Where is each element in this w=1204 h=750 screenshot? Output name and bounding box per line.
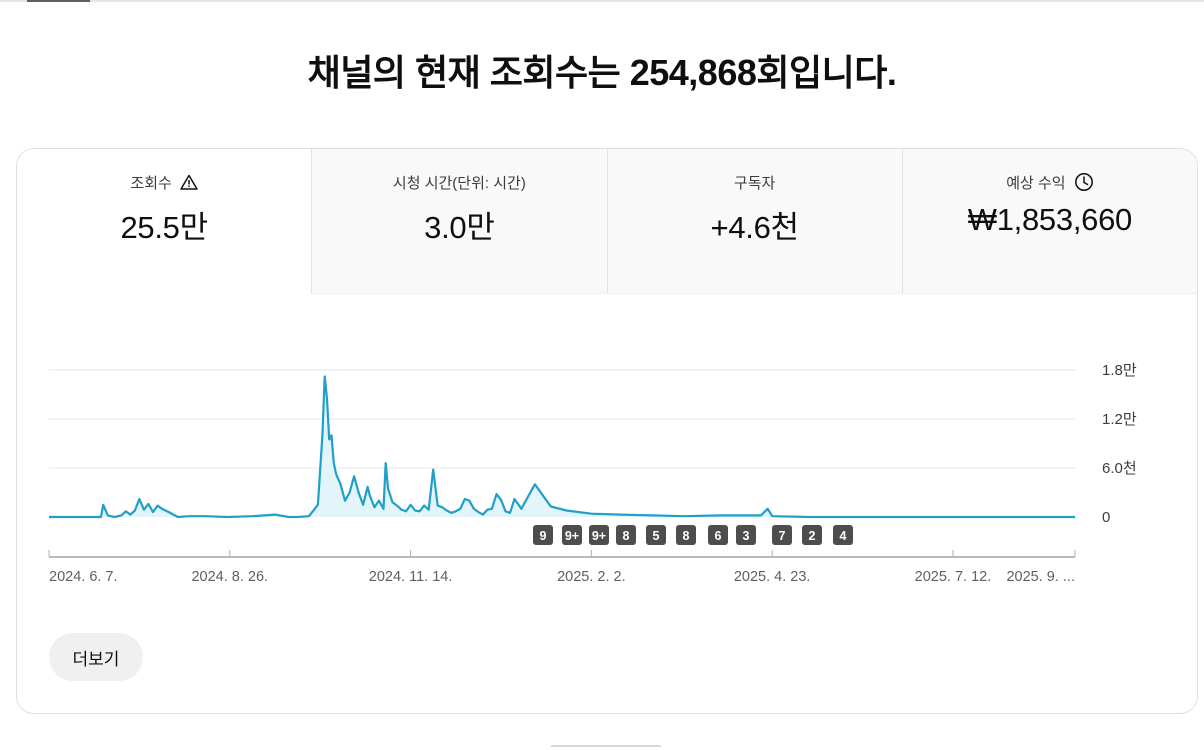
metric-tabs: 조회수 25.5만 시청 시간(단위: 시간) 3.0만 구독자 +4.6천 예…	[17, 149, 1197, 294]
series-area	[49, 376, 1075, 517]
tab-indicator	[27, 0, 90, 2]
annotation-label: 2	[809, 529, 816, 543]
annotation-label: 8	[623, 529, 630, 543]
metric-label: 예상 수익	[1006, 174, 1066, 192]
x-tick-label: 2024. 8. 26.	[191, 569, 268, 585]
annotation-marker	[676, 525, 696, 545]
metric-value: +4.6천	[710, 210, 800, 245]
annotation-label: 5	[653, 529, 660, 543]
see-more-button[interactable]: 더보기	[49, 633, 143, 681]
x-tick-label: 2025. 9. ...	[1006, 569, 1075, 585]
y-tick-label: 6.0천	[1102, 460, 1137, 477]
annotation-label: 3	[743, 529, 750, 543]
metric-tab-subscribers[interactable]: 구독자 +4.6천	[606, 149, 902, 294]
y-tick-label: 0	[1102, 509, 1110, 526]
metric-label: 구독자	[733, 174, 776, 192]
annotation-label: 4	[840, 529, 847, 543]
metric-tab-watch-time[interactable]: 시청 시간(단위: 시간) 3.0만	[311, 149, 607, 294]
annotation-marker	[646, 525, 666, 545]
chart-svg: 1.8만 1.2만 6.0천 0 2024. 6. 7. 2024. 8. 26. 2024…	[48, 362, 1137, 585]
metric-tab-views[interactable]: 조회수 25.5만	[17, 149, 312, 294]
analytics-card: 조회수 25.5만 시청 시간(단위: 시간) 3.0만 구독자 +4.6천 예…	[16, 148, 1198, 714]
annotation-marker	[736, 525, 756, 545]
annotation-marker	[616, 525, 636, 545]
annotation-marker	[589, 525, 609, 545]
warning-icon[interactable]	[180, 174, 198, 190]
annotation-label: 9	[540, 529, 547, 543]
metric-label: 조회수	[130, 174, 172, 192]
annotation-marker	[708, 525, 728, 545]
bottom-handle	[551, 745, 661, 747]
annotation-label: 7	[779, 529, 786, 543]
annotation-label: 8	[683, 529, 690, 543]
annotation-label: 6	[715, 529, 722, 543]
clock-icon[interactable]	[1074, 172, 1094, 192]
x-tick-label: 2024. 6. 7.	[49, 569, 118, 585]
metric-label: 시청 시간(단위: 시간)	[392, 174, 526, 192]
views-chart: 1.8만 1.2만 6.0천 0 2024. 6. 7. 2024. 8. 26. 2024…	[17, 295, 1197, 595]
page-title: 채널의 현재 조회수는 254,868회입니다.	[307, 52, 897, 93]
metric-tab-revenue[interactable]: 예상 수익 ₩1,853,660	[901, 149, 1197, 294]
y-tick-label: 1.8만	[1102, 362, 1137, 379]
annotation-marker	[533, 525, 553, 545]
x-tick-label: 2025. 4. 23.	[734, 569, 811, 585]
annotation-label: 9+	[592, 529, 606, 543]
metric-value: 25.5만	[120, 210, 208, 245]
x-tick-label: 2024. 11. 14.	[369, 569, 453, 585]
top-divider	[0, 0, 1204, 2]
annotation-marker	[562, 525, 582, 545]
x-tick-label: 2025. 7. 12.	[915, 569, 992, 585]
x-tick-label: 2025. 2. 2.	[557, 569, 626, 585]
annotation-label: 9+	[565, 529, 579, 543]
annotation-marker	[833, 525, 853, 545]
series-line	[49, 375, 1075, 519]
annotation-marker	[802, 525, 822, 545]
metric-value: 3.0만	[424, 210, 495, 245]
metric-value: ₩1,853,660	[967, 202, 1132, 237]
annotation-marker	[772, 525, 792, 545]
y-tick-label: 1.2만	[1102, 411, 1137, 428]
